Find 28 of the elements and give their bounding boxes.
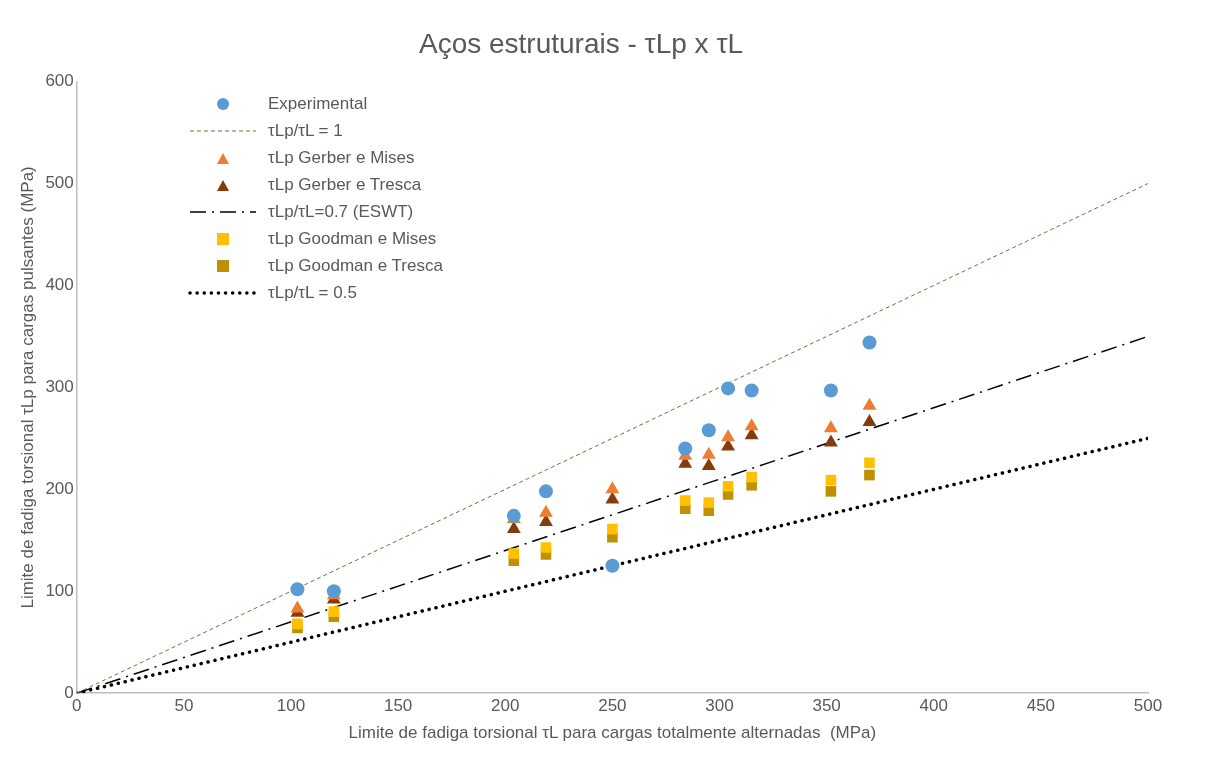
legend-label: Experimental xyxy=(268,93,368,114)
y-tick-label: 300 xyxy=(45,377,74,397)
legend-label: τLp Goodman e Mises xyxy=(268,228,437,249)
x-tick-label: 300 xyxy=(705,696,734,716)
legend-label: τLp Gerber e Mises xyxy=(268,147,415,168)
x-tick-label: 400 xyxy=(919,696,948,716)
x-tick-label: 200 xyxy=(491,696,520,716)
x-tick-label: 150 xyxy=(383,696,413,716)
x-tick-label: 250 xyxy=(598,696,627,716)
x-axis-title: Limite de fadiga torsional τL para cargas totalmente alternadas (MPa) xyxy=(348,723,877,743)
legend-label: τLp/τL = 1 xyxy=(268,120,343,141)
y-tick-label: 0 xyxy=(64,682,74,702)
x-tick-label: 500 xyxy=(1133,696,1163,716)
x-tick-label: 450 xyxy=(1026,696,1056,716)
y-tick-label: 600 xyxy=(45,71,74,91)
x-tick-label: 100 xyxy=(276,696,306,716)
y-axis-title: Limite de fadiga torsional τLp para cargas pulsantes (MPa) xyxy=(17,166,37,609)
legend-label: τLp/τL=0.7 (ESWT) xyxy=(268,201,414,222)
y-tick-label: 200 xyxy=(45,479,74,499)
legend-label: τLp/τL = 0.5 xyxy=(268,282,357,303)
chart-title: Aços estruturais - τLp x τL xyxy=(418,27,744,59)
x-tick-label: 50 xyxy=(174,696,194,716)
legend-label: τLp Gerber e Tresca xyxy=(268,174,422,195)
y-tick-label: 400 xyxy=(45,275,74,295)
legend-label: τLp Goodman e Tresca xyxy=(268,255,443,276)
y-tick-label: 100 xyxy=(45,580,74,600)
y-tick-label: 500 xyxy=(45,173,74,193)
x-tick-label: 350 xyxy=(812,696,841,716)
